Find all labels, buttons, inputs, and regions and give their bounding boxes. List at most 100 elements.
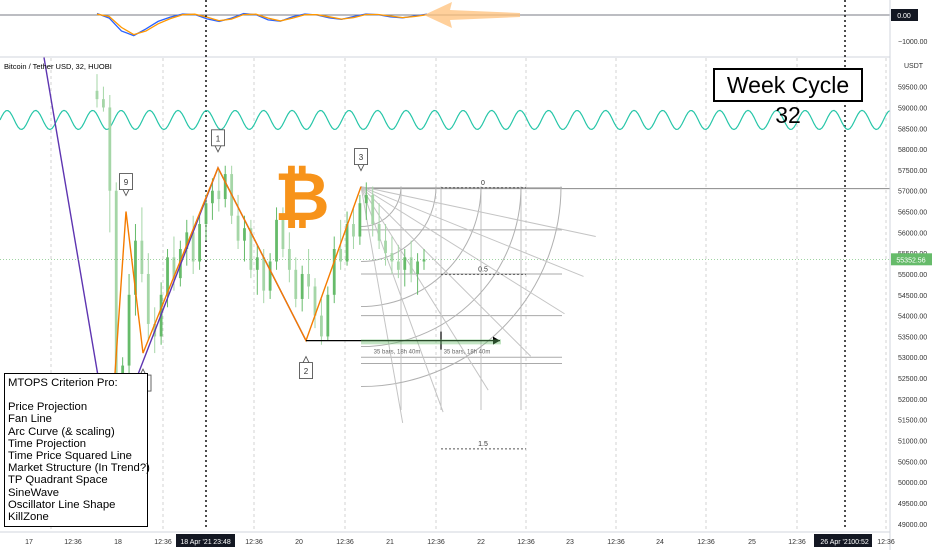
osc-arrow — [424, 2, 520, 28]
price-tick-0: 59500.00 — [898, 85, 927, 92]
candle-body — [422, 259, 426, 262]
candle-body — [307, 273, 310, 287]
time-tick-10: 12:36 — [427, 539, 445, 546]
criterion-item-price-projection: Price Projection — [8, 401, 88, 414]
candle — [127, 273, 131, 383]
price-pane: 0 0.5 1.5 35 bars, 18h 40m 35 bars, 18h 40m ₿… — [0, 0, 891, 530]
candle-body — [287, 249, 291, 270]
fan-line-6 — [360, 186, 404, 424]
candle-body — [358, 203, 362, 237]
time-tick-11: 22 — [477, 539, 485, 546]
price-tick-7: 56000.00 — [898, 230, 927, 237]
candle-body — [352, 224, 355, 237]
time-span-band — [361, 339, 501, 345]
candle-body — [108, 107, 112, 191]
time-tick-16: 12:36 — [697, 539, 715, 546]
arrow-head-icon — [493, 336, 500, 345]
candle — [140, 207, 144, 283]
candle-body — [390, 253, 394, 262]
price-tick-16: 51500.00 — [898, 418, 927, 425]
time-tick-14: 12:36 — [607, 539, 625, 546]
candle-body — [223, 174, 227, 200]
last-price-badge — [891, 253, 932, 266]
candle-body — [416, 261, 419, 274]
price-tick-3: 58000.00 — [898, 147, 927, 154]
candle-body — [243, 228, 246, 241]
candle-body — [217, 190, 221, 200]
time-tick-18: 12:36 — [788, 539, 806, 546]
criterion-item-tp-quadrant: TP Quadrant Space — [8, 474, 108, 487]
fan-line-5 — [360, 186, 444, 413]
candle-body — [377, 224, 381, 241]
candle-body — [275, 219, 278, 262]
candle — [243, 215, 246, 262]
candle-body — [364, 194, 368, 204]
candle — [198, 215, 201, 270]
time-tick-17: 25 — [748, 539, 756, 546]
fan-line-4 — [360, 186, 489, 391]
time-axis[interactable]: 17 12:36 18 12:36 18 Apr '21 23:48 12:36 20 12:3… — [0, 531, 895, 547]
criterion-legend: MTOPS Criterion Pro: Price Projection Fa… — [4, 373, 150, 527]
criterion-item-fan-line: Fan Line — [8, 413, 52, 426]
candle — [268, 253, 272, 299]
candle-body — [185, 232, 189, 250]
time-tick-4: 18 Apr '21 — [180, 539, 211, 546]
candle-body — [313, 286, 317, 316]
symbol-title: Bitcoin / Tether USD, 32, HUOBI — [4, 62, 112, 71]
candle — [313, 278, 317, 329]
candle — [364, 182, 368, 220]
candle — [294, 257, 298, 308]
candle-body — [166, 257, 169, 295]
price-tick-9: 55000.00 — [898, 272, 927, 279]
time-tick-20: 00:52 — [851, 539, 869, 546]
candle — [134, 224, 137, 316]
fan-line-2 — [360, 186, 565, 315]
candle — [326, 286, 330, 341]
criterion-item-time-price-squared: Time Price Squared Line — [8, 450, 132, 463]
price-tick-5: 57000.00 — [898, 189, 927, 196]
pivot-callout — [211, 129, 225, 153]
candle-body — [198, 224, 201, 262]
candle — [396, 244, 400, 279]
candle — [371, 186, 375, 237]
candle — [352, 207, 355, 250]
pivot-label-text: 3 — [359, 153, 364, 162]
fib-label-1: 0.5 — [478, 266, 488, 273]
candle — [223, 165, 227, 208]
candle-body — [345, 224, 349, 262]
fan-line-0 — [360, 186, 596, 237]
time-tick-6: 12:36 — [245, 539, 263, 546]
criterion-item-killzone: KillZone — [8, 511, 49, 524]
osc-value-text: 0.00 — [897, 13, 911, 20]
candle — [204, 194, 208, 241]
pivot-callout — [354, 148, 368, 172]
pivot-label-9: 9 — [119, 173, 133, 197]
candle — [146, 253, 150, 341]
candle — [211, 178, 214, 220]
price-tick-1: 59000.00 — [898, 105, 927, 112]
candle-body — [95, 90, 99, 100]
pivot-label-2: 2 — [299, 355, 313, 380]
candle — [377, 203, 381, 250]
candle — [108, 94, 112, 233]
osc-series-line-1 — [96, 13, 428, 36]
osc-tick-1: −1000.00 — [898, 39, 927, 46]
candle-body — [320, 315, 323, 337]
candle-body — [384, 240, 387, 254]
price-tick-17: 51000.00 — [898, 438, 927, 445]
last-price-text: 55352.56 — [896, 257, 925, 264]
price-tick-2: 58500.00 — [898, 126, 927, 133]
candle — [345, 211, 349, 266]
time-tick-0: 17 — [25, 539, 33, 546]
pivot-label-text: 2 — [304, 367, 309, 376]
candle-body — [294, 269, 298, 299]
candle — [191, 215, 195, 274]
candle-body — [102, 99, 105, 108]
price-tick-20: 49500.00 — [898, 501, 927, 508]
candle-body — [262, 257, 266, 291]
week-cycle-label: Week Cycle 32 — [713, 68, 863, 128]
price-tick-6: 56500.00 — [898, 210, 927, 217]
